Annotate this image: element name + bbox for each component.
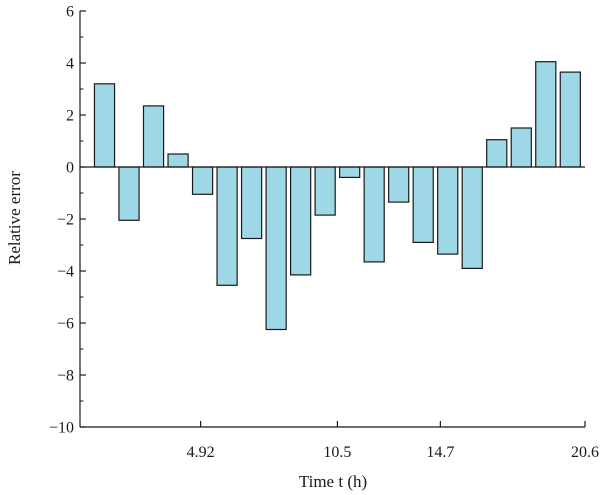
x-tick-label: 4.92 (187, 444, 215, 461)
y-tick-label: 0 (66, 160, 74, 177)
bar-14 (412, 166, 434, 244)
bar-series (93, 61, 581, 331)
y-tick-label: −2 (57, 212, 74, 229)
bar-11 (339, 166, 361, 178)
bar-13 (388, 166, 410, 203)
y-axis-label: Relative error (5, 171, 24, 265)
bar-19 (535, 61, 557, 168)
bar-18 (510, 127, 532, 168)
y-tick-label: −6 (57, 316, 74, 333)
y-tick-label: −10 (49, 420, 74, 437)
y-tick-label: −4 (57, 264, 74, 281)
y-tick-label: −8 (57, 368, 74, 385)
bar-4 (167, 153, 189, 168)
bar-1 (93, 83, 116, 168)
bar-5 (191, 166, 214, 195)
bar-16 (461, 166, 483, 270)
y-axis-ticks: 6 4 2 0 −2 −4 −6 −8 −10 (49, 4, 86, 437)
y-tick-label: 2 (66, 108, 74, 125)
axes (79, 11, 585, 428)
bar-8 (265, 166, 287, 331)
bar-12 (363, 166, 385, 263)
bar-2 (118, 166, 140, 221)
bar-7 (240, 166, 263, 240)
bar-10 (314, 166, 336, 216)
bar-20 (559, 71, 581, 168)
bar-17 (486, 139, 508, 168)
bar-3 (142, 105, 165, 168)
y-tick-label: 6 (66, 4, 74, 21)
y-tick-label: 4 (66, 56, 74, 73)
x-axis-ticks: 4.92 10.5 14.7 20.6 (187, 421, 599, 461)
bar-9 (289, 166, 312, 276)
bar-6 (216, 166, 238, 286)
x-axis-label: Time t (h) (299, 472, 367, 491)
bar-15 (437, 166, 459, 255)
x-tick-label: 10.5 (323, 444, 351, 461)
x-tick-label: 20.6 (571, 444, 599, 461)
x-tick-label: 14.7 (426, 444, 454, 461)
